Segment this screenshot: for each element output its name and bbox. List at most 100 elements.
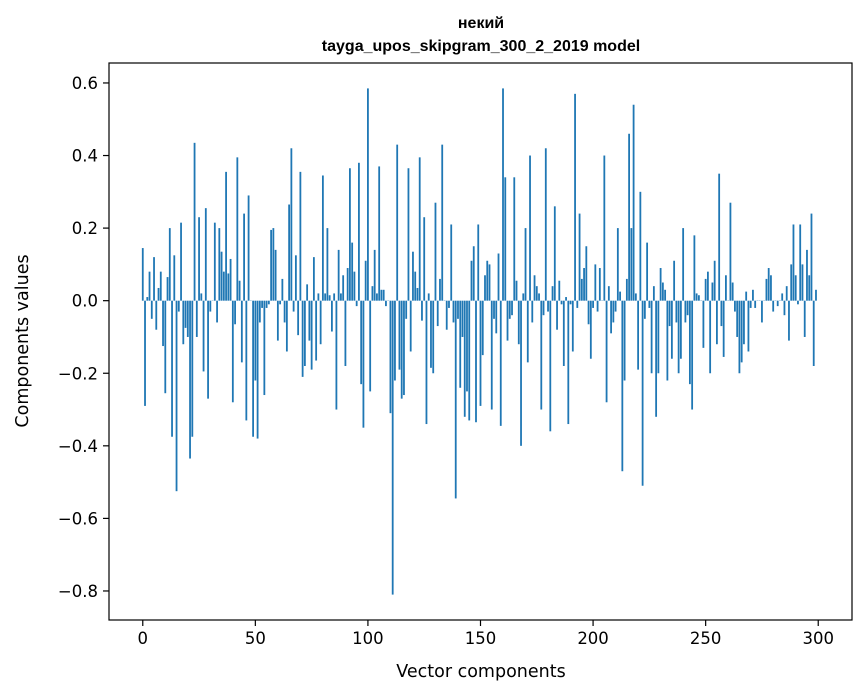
bar-198 xyxy=(587,300,590,325)
bar-183 xyxy=(553,206,556,301)
bar-175 xyxy=(535,286,538,301)
bar-52 xyxy=(258,300,261,323)
bar-203 xyxy=(598,268,601,301)
bar-275 xyxy=(761,300,763,323)
bar-271 xyxy=(752,289,754,301)
bar-91 xyxy=(346,268,349,301)
y-tick-label: 0.2 xyxy=(72,219,98,238)
bar-194 xyxy=(578,213,581,301)
y-tick-label: 0.4 xyxy=(72,147,98,166)
bar-22 xyxy=(191,300,194,437)
bar-292 xyxy=(799,224,802,301)
bar-174 xyxy=(533,275,536,301)
bar-178 xyxy=(542,300,545,316)
bar-127 xyxy=(427,293,430,301)
bar-86 xyxy=(335,300,338,410)
bar-112 xyxy=(394,300,396,381)
bar-282 xyxy=(776,300,779,307)
bar-77 xyxy=(315,300,318,361)
bar-55 xyxy=(265,300,268,308)
bar-222 xyxy=(641,300,644,486)
bar-242 xyxy=(686,300,689,316)
bar-153 xyxy=(486,260,489,301)
bar-269 xyxy=(747,300,750,352)
bar-171 xyxy=(526,300,529,363)
bar-162 xyxy=(506,300,509,341)
bar-189 xyxy=(567,300,570,425)
y-axis-ticks: 0.6 0.4 0.2 0.0 −0.2 −0.4 −0.6 −0.8 xyxy=(58,74,109,601)
bar-132 xyxy=(439,278,441,301)
bar-173 xyxy=(531,300,534,323)
bar-268 xyxy=(745,291,748,301)
bar-81 xyxy=(324,293,327,301)
bar-266 xyxy=(740,300,743,363)
bar-262 xyxy=(731,282,734,301)
bar-70 xyxy=(299,171,302,301)
bar-35 xyxy=(220,251,223,301)
bar-193 xyxy=(576,300,579,308)
x-axis-label: Vector components xyxy=(396,662,565,682)
bar-63 xyxy=(283,300,286,323)
bar-263 xyxy=(734,300,736,312)
bar-233 xyxy=(666,300,669,381)
bar-165 xyxy=(513,177,516,301)
bar-244 xyxy=(691,300,694,410)
bar-295 xyxy=(806,249,808,301)
bar-250 xyxy=(704,278,707,301)
x-tick-label: 200 xyxy=(577,629,609,648)
bar-163 xyxy=(508,300,511,319)
bar-226 xyxy=(650,300,653,374)
bar-83 xyxy=(328,295,331,301)
bar-118 xyxy=(407,168,410,301)
bar-182 xyxy=(551,286,554,301)
bar-78 xyxy=(317,293,320,301)
bar-122 xyxy=(416,287,419,301)
bar-59 xyxy=(274,249,277,301)
bar-88 xyxy=(340,293,342,301)
bar-159 xyxy=(499,300,502,426)
bar-288 xyxy=(790,264,793,301)
bar-2 xyxy=(146,297,149,301)
bar-161 xyxy=(504,177,507,301)
bar-42 xyxy=(236,157,239,301)
bar-80 xyxy=(321,175,324,301)
bar-293 xyxy=(801,264,804,301)
bar-68 xyxy=(294,255,297,301)
bar-176 xyxy=(538,293,540,301)
chart-title-line1: некий xyxy=(458,15,504,32)
bar-156 xyxy=(493,300,495,319)
bar-75 xyxy=(310,300,313,370)
bar-201 xyxy=(594,264,597,301)
bar-3 xyxy=(148,271,151,301)
bar-97 xyxy=(360,300,363,385)
bar-220 xyxy=(637,300,640,370)
bar-32 xyxy=(213,222,216,301)
bar-28 xyxy=(204,208,207,301)
bar-71 xyxy=(301,300,304,377)
bar-131 xyxy=(436,300,439,327)
bar-217 xyxy=(630,228,633,301)
bar-255 xyxy=(716,300,718,345)
bar-247 xyxy=(698,295,700,301)
bar-279 xyxy=(770,275,772,301)
bar-209 xyxy=(612,300,615,323)
bar-29 xyxy=(207,300,209,399)
bar-38 xyxy=(227,273,230,301)
bar-13 xyxy=(171,300,173,437)
bar-67 xyxy=(292,300,295,312)
bar-102 xyxy=(371,286,374,301)
bar-184 xyxy=(556,300,558,330)
bar-291 xyxy=(797,300,799,305)
bar-168 xyxy=(520,300,522,446)
bar-145 xyxy=(468,300,471,421)
bar-123 xyxy=(418,157,421,301)
bar-120 xyxy=(412,251,414,301)
bar-284 xyxy=(781,293,784,301)
bar-23 xyxy=(193,142,196,301)
bar-12 xyxy=(168,228,171,301)
bar-216 xyxy=(628,133,630,301)
bar-294 xyxy=(803,300,806,337)
bar-215 xyxy=(625,278,628,301)
bar-202 xyxy=(596,300,599,312)
bar-234 xyxy=(668,300,671,327)
